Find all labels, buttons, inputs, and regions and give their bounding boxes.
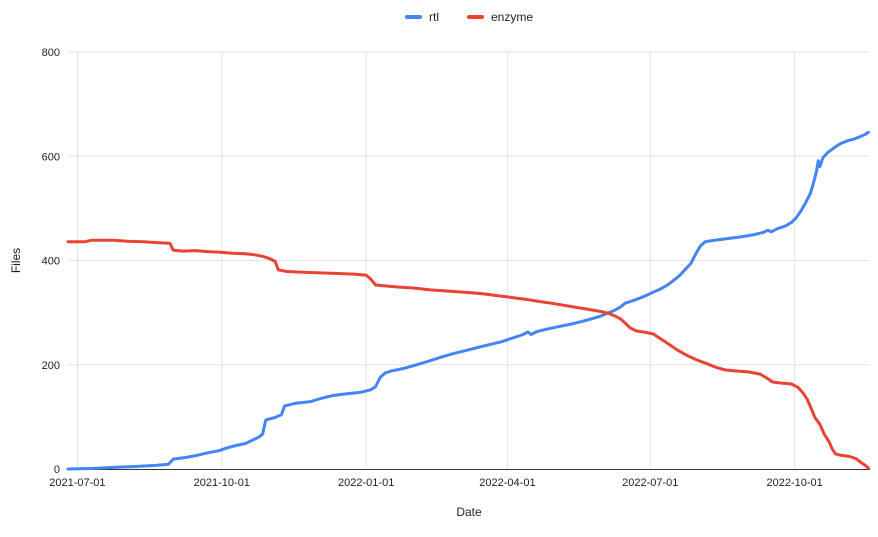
series-line-rtl [66,130,870,471]
legend-item-rtl: rtl [404,10,439,24]
x-tick-label: 2021-10-01 [194,477,250,489]
x-tick-label: 2022-04-01 [479,477,535,489]
x-tick-label: 2021-07-01 [49,477,105,489]
legend-label-rtl: rtl [428,10,439,24]
x-tick-label: 2022-07-01 [622,477,678,489]
series-line-enzyme [66,238,870,470]
legend-swatch-rtl [404,15,422,19]
y-tick-label: 400 [42,256,60,268]
legend-label-enzyme: enzyme [490,10,534,24]
legend-swatch-enzyme [466,15,484,19]
legend-item-enzyme: enzyme [466,10,534,24]
y-tick-label: 800 [42,47,60,59]
x-tick-label: 2022-10-01 [767,477,823,489]
y-tick-label: 0 [54,464,60,476]
y-axis-title: Files [9,248,23,273]
x-axis-title: Date [456,505,482,519]
chart-legend: rtl enzyme [68,11,870,23]
x-tick-label: 2022-01-01 [338,477,394,489]
y-tick-label: 600 [42,151,60,163]
y-tick-label: 200 [42,360,60,372]
